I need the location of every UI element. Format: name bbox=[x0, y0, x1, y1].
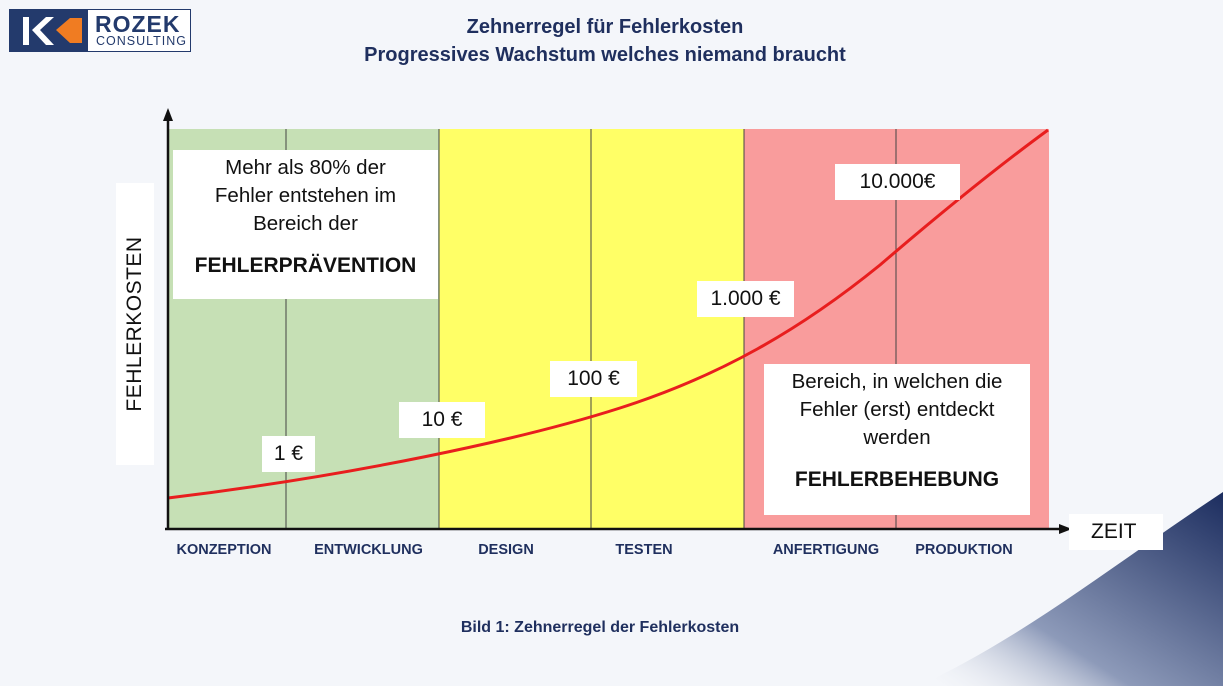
page-subtitle: Progressives Wachstum welches niemand br… bbox=[364, 44, 846, 66]
prevention-heading: FEHLERPRÄVENTION bbox=[194, 254, 417, 277]
prevention-text-2: Fehler entstehen im bbox=[214, 184, 397, 207]
phase-label: PRODUKTION bbox=[915, 542, 1013, 558]
prevention-text-3: Bereich der bbox=[253, 212, 358, 235]
cost-curve bbox=[167, 128, 1049, 500]
x-axis-label: ZEIT bbox=[1069, 514, 1163, 550]
correction-text-1: Bereich, in welchen die bbox=[791, 370, 1003, 393]
phase-label: DESIGN bbox=[478, 542, 534, 558]
prevention-info-box: Mehr als 80% der Fehler entstehen im Ber… bbox=[173, 150, 438, 299]
y-axis-label: FEHLERKOSTEN bbox=[116, 183, 154, 465]
phase-label: ANFERTIGUNG bbox=[772, 542, 880, 558]
cost-label: 10 € bbox=[399, 402, 485, 438]
phase-label: ENTWICKLUNG bbox=[314, 542, 423, 558]
correction-text-2: Fehler (erst) entdeckt bbox=[799, 398, 995, 421]
logo-subtext: CONSULTING bbox=[96, 34, 188, 48]
prevention-text-1: Mehr als 80% der bbox=[225, 156, 386, 179]
logo-mark-icon bbox=[10, 10, 88, 51]
x-axis-arrow-icon bbox=[1059, 524, 1072, 534]
phase-label: TESTEN bbox=[615, 542, 673, 558]
phase-label: KONZEPTION bbox=[176, 542, 272, 558]
y-axis-arrow-icon bbox=[163, 108, 173, 121]
cost-label: 10.000€ bbox=[835, 164, 960, 200]
figure-caption: Bild 1: Zehnerregel der Fehlerkosten bbox=[460, 619, 740, 636]
correction-info-box: Bereich, in welchen die Fehler (erst) en… bbox=[764, 364, 1030, 515]
cost-label: 1 € bbox=[262, 436, 315, 472]
cost-label: 100 € bbox=[550, 361, 637, 397]
cost-label: 1.000 € bbox=[697, 281, 794, 317]
rozek-consulting-logo: ROZEK CONSULTING bbox=[9, 9, 191, 52]
logo-text: ROZEK bbox=[95, 11, 181, 37]
page-title: Zehnerregel für Fehlerkosten bbox=[466, 16, 744, 38]
correction-heading: FEHLERBEHEBUNG bbox=[794, 468, 1000, 491]
correction-text-3: werden bbox=[863, 426, 931, 449]
